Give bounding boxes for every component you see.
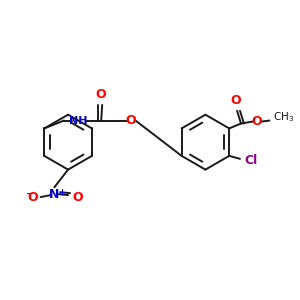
Text: CH$_3$: CH$_3$ bbox=[273, 110, 295, 124]
Text: N: N bbox=[49, 188, 59, 201]
Text: Cl: Cl bbox=[244, 154, 257, 167]
Text: O: O bbox=[95, 88, 106, 101]
Text: O: O bbox=[231, 94, 242, 107]
Text: NH: NH bbox=[69, 116, 88, 126]
Text: O: O bbox=[27, 190, 38, 204]
Text: O: O bbox=[125, 114, 136, 127]
Text: −: − bbox=[26, 189, 34, 199]
Text: O: O bbox=[251, 115, 262, 128]
Text: +: + bbox=[58, 188, 65, 197]
Text: O: O bbox=[72, 190, 83, 204]
